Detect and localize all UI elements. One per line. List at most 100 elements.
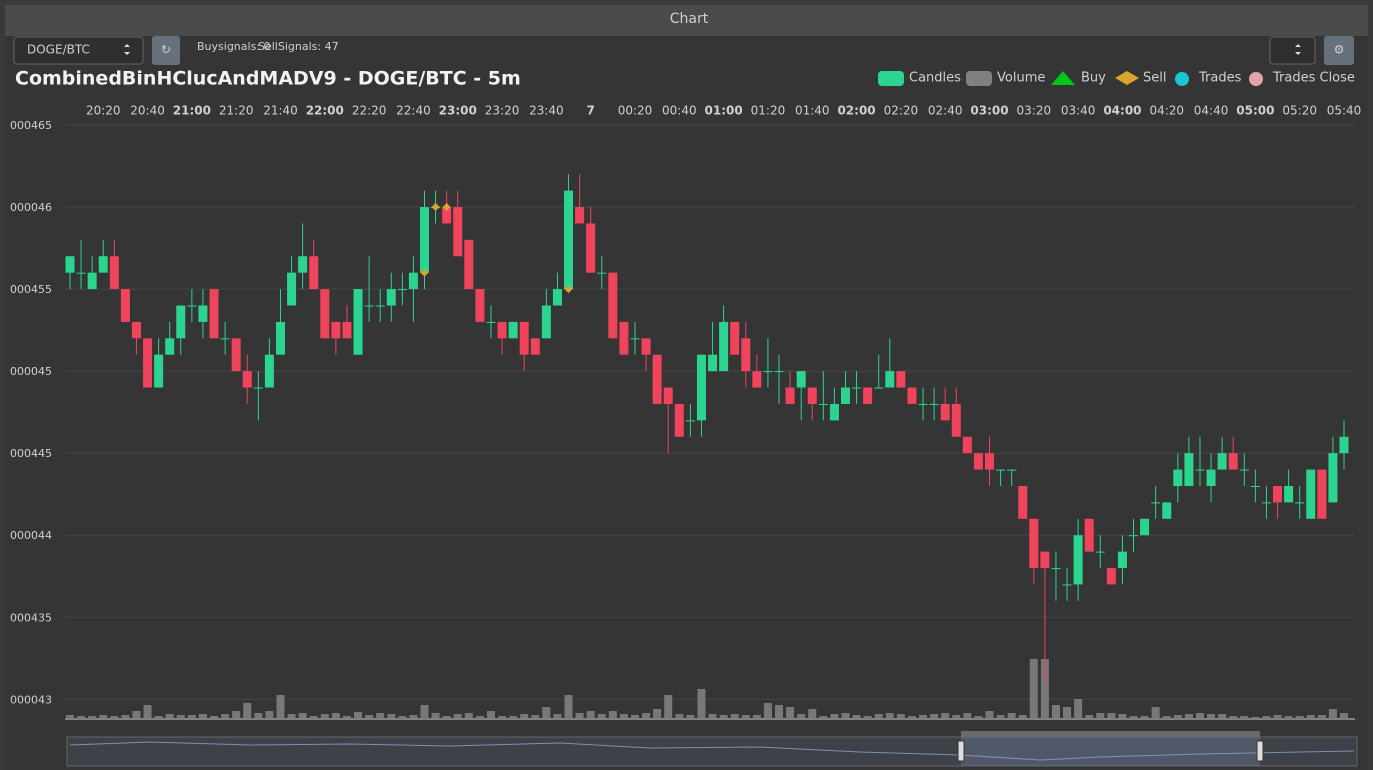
navigator-handle[interactable] [957,740,965,762]
y-tick-label: 000465 [10,119,52,132]
buy-signals: Buysignals: 0 [197,40,271,53]
settings-icon[interactable]: ⚙ [1334,43,1345,57]
volume-bar [996,715,1005,719]
candle-body [76,272,86,274]
refresh-button[interactable]: ↻ [152,36,180,65]
chart-title: CombinedBinHClucAndMADV9 - DOGE/BTC - 5m [15,68,521,90]
candle-body [1195,469,1205,471]
select-box[interactable] [1269,36,1316,65]
refresh-bg[interactable] [152,36,180,65]
volume-bar [1040,659,1049,719]
volume-bar [1251,717,1260,719]
navigator[interactable] [66,731,1358,767]
candle-body [719,321,729,372]
right-select[interactable] [1269,36,1316,65]
volume-bar [1295,716,1304,719]
candle-body [785,387,795,404]
candle-body [530,338,540,355]
candle-body [176,305,186,339]
volume-bar [376,713,385,719]
volume-bar [697,689,706,719]
volume-bar [874,714,883,719]
legend-label: Trades [1198,71,1242,86]
candle-body [1051,568,1061,570]
candle-body [320,289,330,339]
candle-body [198,305,208,322]
settings-bg[interactable] [1324,36,1354,65]
settings-button[interactable]: ⚙ [1324,36,1354,65]
volume-bar [597,714,606,719]
candle-body [464,239,474,290]
y-tick-label: 000043 [10,693,52,706]
volume-bar [1051,705,1060,719]
volume-bar [664,695,673,719]
volume-bar [974,716,983,719]
x-tick-label: 02:20 [884,104,919,118]
volume-bar [863,716,872,719]
navigator-window[interactable] [961,737,1260,766]
candle-body [1140,518,1150,536]
volume-bar [941,713,950,719]
volume-bar [985,711,994,719]
candle-body [907,387,917,404]
volume-bar [498,716,507,719]
candle-body [807,387,817,404]
pair-select[interactable]: DOGE/BTC [13,36,144,65]
volume-bar [564,695,573,719]
navigator-scroll[interactable] [961,731,1260,737]
candle-body [984,453,994,470]
x-tick-label: 20:40 [130,104,165,118]
volume-bar [686,715,695,719]
x-tick-label: 7 [586,104,594,118]
volume-bar [232,711,241,719]
candle-body [663,387,673,404]
candle-body [1228,453,1238,470]
volume-bar [221,714,230,719]
volume-bar [1207,714,1216,719]
volume-bar [176,715,185,719]
candle-body [1129,535,1139,537]
header-title: Chart [670,11,709,27]
candle-body [852,387,862,389]
sell-marker [420,268,429,277]
volume-bar [852,715,861,719]
candle-body [1239,469,1249,471]
volume-bar [254,713,263,719]
volume-bar [520,714,529,719]
volume-bar [464,713,473,719]
x-tick-label: 02:40 [928,104,963,118]
navigator-track[interactable] [66,736,1358,767]
select-box[interactable] [13,36,144,65]
x-tick-label: 20:20 [86,104,121,118]
x-tick-label: 00:20 [618,104,653,118]
legend-swatch [1249,72,1263,86]
candle-body [1162,502,1172,519]
candle-body [109,256,119,290]
candle-body [1339,436,1349,454]
volume-bar [741,715,750,719]
candle-body [275,321,285,355]
navigator-handle[interactable] [1256,740,1264,762]
candle-body [940,403,950,421]
candle-body [298,256,308,273]
pair-text[interactable]: DOGE/BTC [27,43,90,57]
volume-bar [1029,659,1038,719]
candle-body [564,190,574,290]
legend-swatch [966,71,992,86]
candle-body [264,354,274,388]
volume-bar [154,716,163,719]
candle-body [652,354,662,404]
volume-bar [619,714,628,719]
refresh-icon[interactable]: ↻ [161,43,171,57]
candle-body [996,469,1006,471]
volume-bar [1262,716,1271,719]
volume-bar [276,695,285,719]
candle-body [420,207,430,273]
volume-bar [187,715,196,719]
x-tick-label: 00:40 [662,104,697,118]
candle-body [586,223,596,273]
header-bar [5,5,1368,36]
volume-bar [1151,707,1160,719]
candle-body [131,321,141,339]
volume-bar [797,714,806,719]
